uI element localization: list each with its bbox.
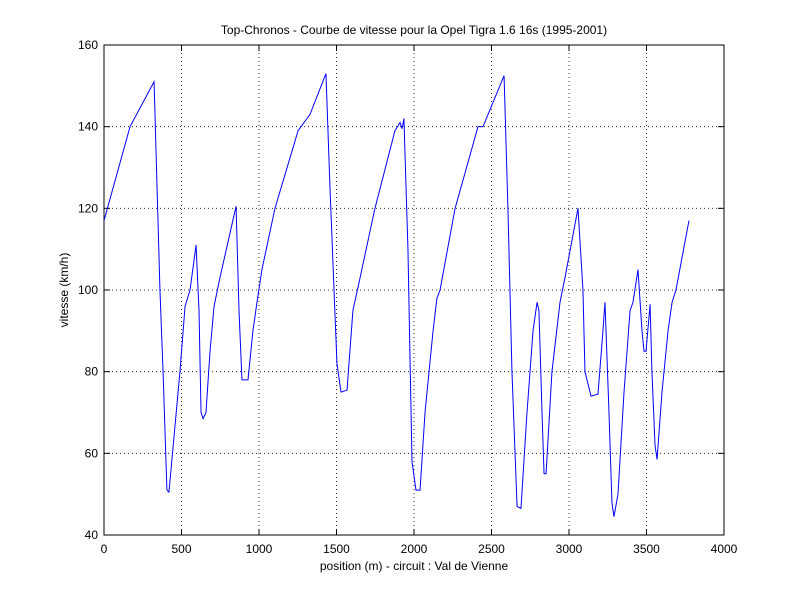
y-tick-label: 160 [78,38,98,52]
speed-line [103,73,690,517]
x-tick-label: 4000 [711,542,738,556]
y-tick-label: 60 [85,446,99,460]
x-tick-label: 2000 [401,542,428,556]
x-tick-label: 3500 [633,542,660,556]
y-tick-label: 140 [78,120,98,134]
plot-frame [103,44,725,536]
chart-title: Top-Chronos - Courbe de vitesse pour la … [221,23,607,37]
x-tick-label: 0 [101,542,108,556]
y-axis-label: vitesse (km/h) [57,253,71,328]
x-tick-label: 3000 [556,542,583,556]
y-tick-label: 80 [85,365,99,379]
y-tick-label: 120 [78,201,98,215]
x-tick-label: 500 [171,542,191,556]
y-tick-label: 40 [85,528,99,542]
y-tick-label: 100 [78,283,98,297]
x-tick-label: 1000 [246,542,273,556]
x-axis-label: position (m) - circuit : Val de Vienne [320,559,509,573]
x-tick-label: 1500 [323,542,350,556]
x-tick-label: 2500 [478,542,505,556]
